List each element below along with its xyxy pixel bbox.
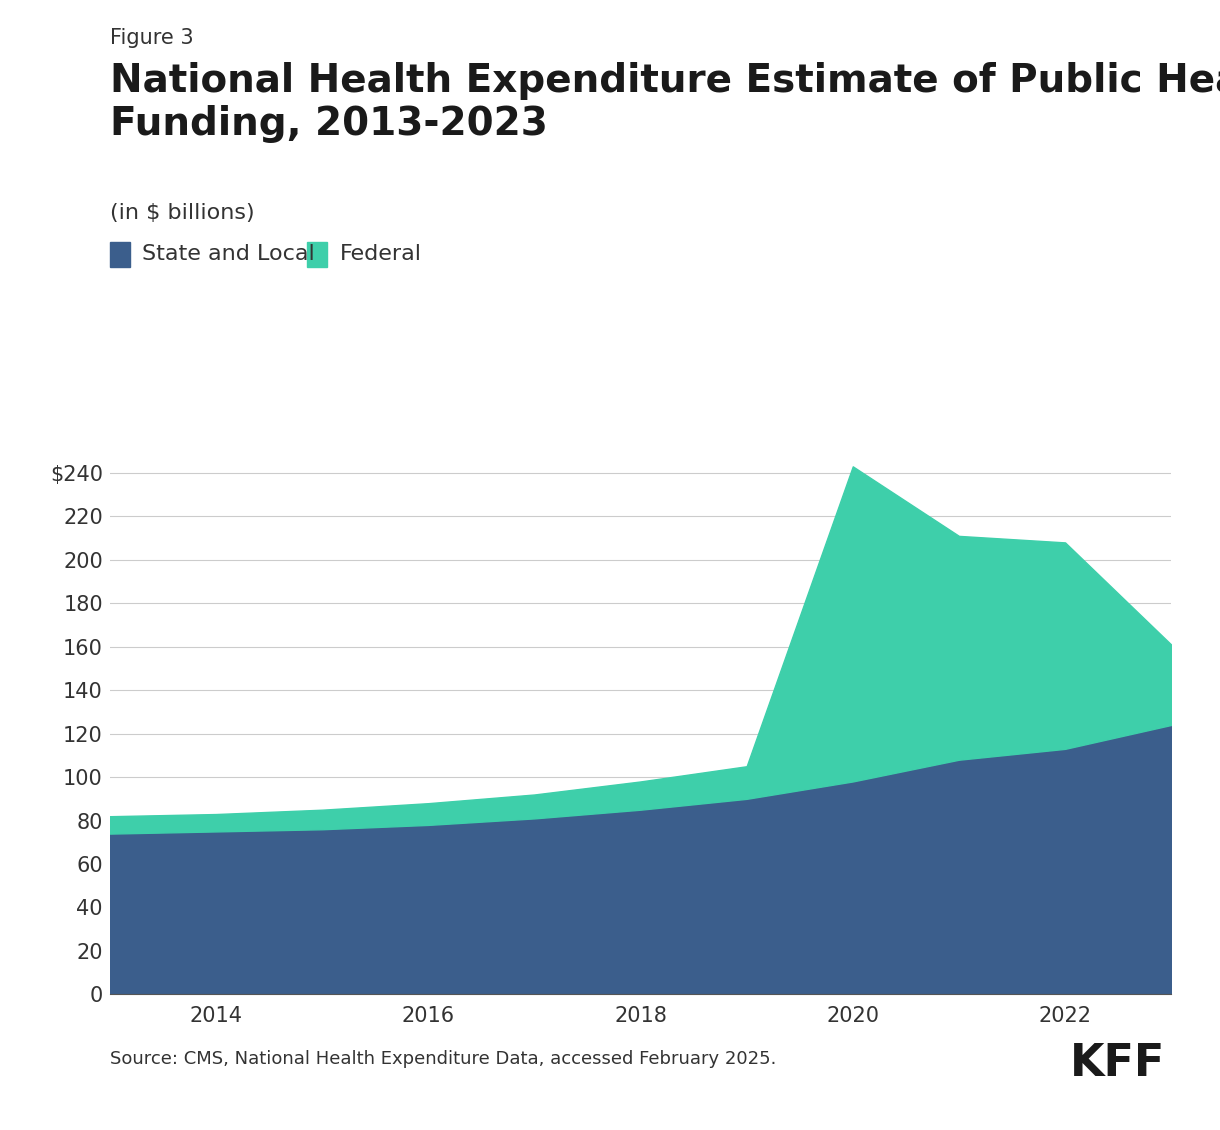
Text: (in $ billions): (in $ billions) [110, 203, 255, 224]
Text: KFF: KFF [1070, 1042, 1165, 1085]
Text: National Health Expenditure Estimate of Public Health
Funding, 2013-2023: National Health Expenditure Estimate of … [110, 62, 1220, 142]
Text: Source: CMS, National Health Expenditure Data, accessed February 2025.: Source: CMS, National Health Expenditure… [110, 1050, 776, 1068]
Text: State and Local: State and Local [143, 244, 315, 264]
Text: Federal: Federal [339, 244, 422, 264]
Text: Figure 3: Figure 3 [110, 28, 194, 49]
